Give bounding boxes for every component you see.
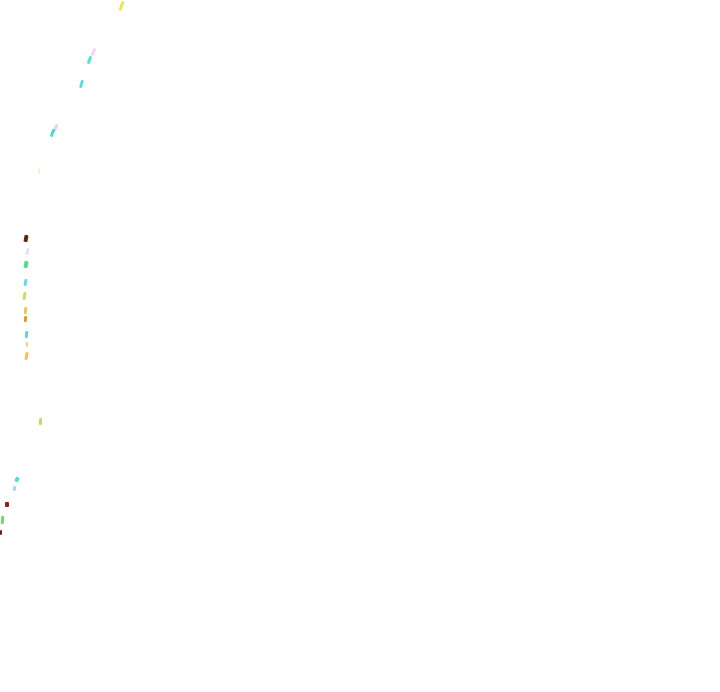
color-speck <box>79 79 84 89</box>
color-speck <box>38 168 40 174</box>
color-speck <box>23 278 28 287</box>
color-speck <box>14 476 20 483</box>
color-speck <box>23 234 29 243</box>
color-speck <box>24 330 29 339</box>
color-speck <box>86 55 93 65</box>
color-speck <box>26 342 28 347</box>
color-speck <box>23 260 29 269</box>
color-speck <box>23 315 28 323</box>
color-speck <box>25 247 30 256</box>
color-speck <box>38 417 43 426</box>
color-speck <box>24 351 29 361</box>
color-speck <box>23 306 28 315</box>
color-speck <box>49 128 56 138</box>
color-speck <box>90 47 97 57</box>
color-speck <box>0 515 5 525</box>
color-speck <box>12 485 17 492</box>
color-speck <box>118 0 125 12</box>
color-speck <box>0 530 2 535</box>
color-speck <box>5 502 9 507</box>
color-speck <box>22 291 27 301</box>
